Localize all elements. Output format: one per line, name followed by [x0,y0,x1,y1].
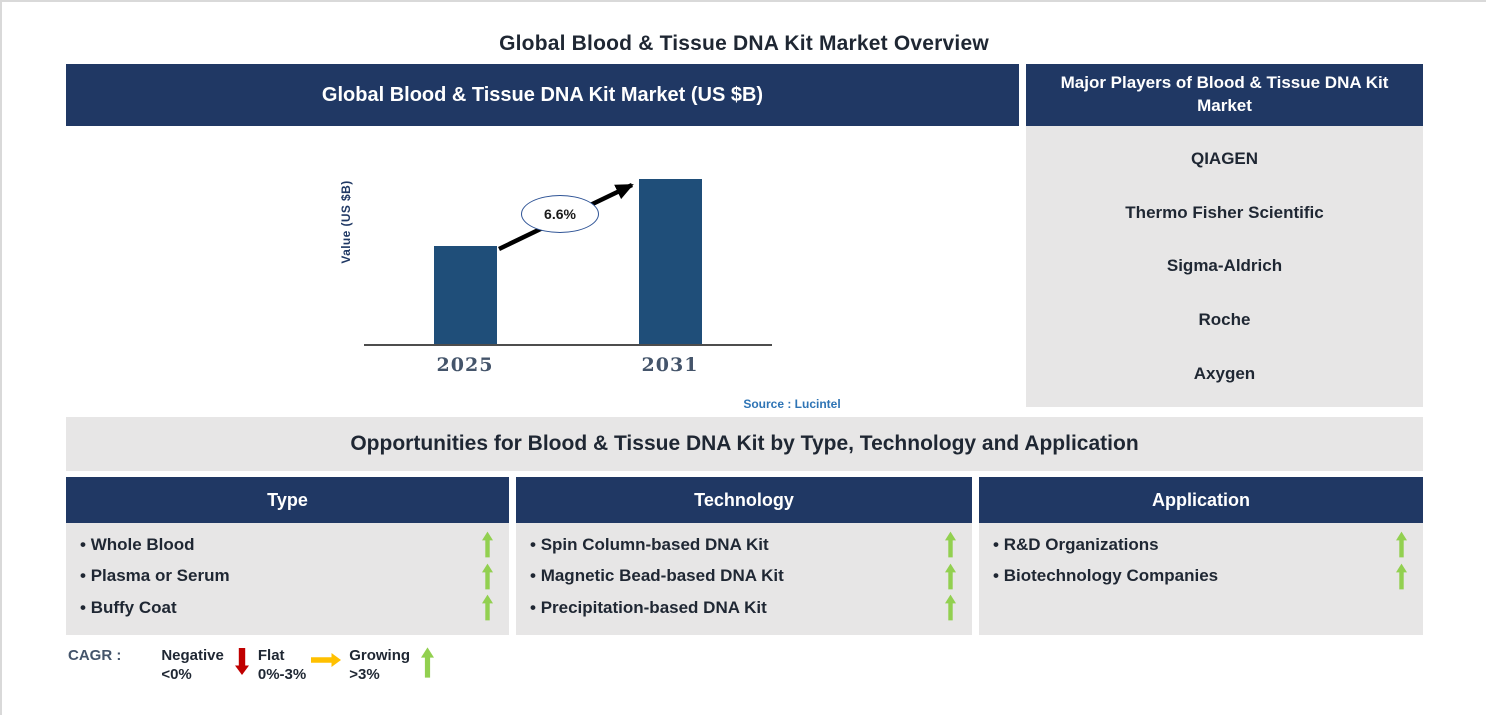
market-bar-chart: Value (US $B) 6.6% 2025 2031 Source : Lu… [66,126,1019,416]
item-label: Magnetic Bead-based DNA Kit [530,566,784,586]
player-name: Sigma-Aldrich [1166,256,1283,276]
column-type-header: Type [66,477,509,523]
growing-up-arrow-icon [482,531,493,558]
player-name: Roche [1198,310,1251,330]
player-name: QIAGEN [1190,148,1259,168]
major-players-header: Major Players of Blood & Tissue DNA Kit … [1026,64,1423,126]
growing-up-arrow-icon [421,647,435,678]
growing-up-arrow-icon [945,563,956,590]
legend-entry-range: <0% [161,666,192,683]
item-label: Whole Blood [80,535,195,555]
growth-arrow [498,182,634,252]
cagr-value: 6.6% [544,206,576,222]
page-title: Global Blood & Tissue DNA Kit Market Ove… [499,32,989,55]
growing-up-arrow-icon [482,594,493,621]
flat-right-arrow-icon [311,653,342,667]
bar-2031 [639,179,702,345]
cagr-legend: CAGR : Negative <0% Flat 0%-3% Growing >… [68,646,435,684]
market-chart-header: Global Blood & Tissue DNA Kit Market (US… [66,64,1019,126]
growing-up-arrow-icon [1396,563,1407,590]
list-item: Magnetic Bead-based DNA Kit [530,561,956,593]
list-item: Whole Blood [80,529,493,561]
x-axis [364,344,772,346]
item-label: Plasma or Serum [80,566,230,586]
major-players-panel: Major Players of Blood & Tissue DNA Kit … [1026,64,1423,407]
list-item: Buffy Coat [80,592,493,624]
legend-entry-flat: Flat 0%-3% [258,646,306,684]
legend-entry-name: Growing [349,647,411,664]
list-item: R&D Organizations [993,529,1407,561]
item-label: Buffy Coat [80,598,177,618]
item-label: Biotechnology Companies [993,566,1218,586]
column-type: Type Whole Blood Plasma or Serum Buffy C… [66,477,509,635]
column-technology-body: Spin Column-based DNA Kit Magnetic Bead-… [516,523,972,635]
column-type-body: Whole Blood Plasma or Serum Buffy Coat [66,523,509,635]
growing-up-arrow-icon [482,563,493,590]
major-players-header-text: Major Players of Blood & Tissue DNA Kit … [1060,73,1389,115]
growing-up-arrow-icon [945,531,956,558]
column-technology: Technology Spin Column-based DNA Kit Mag… [516,477,972,635]
list-item: Biotechnology Companies [993,561,1407,593]
player-name: Thermo Fisher Scientific [1125,202,1324,222]
item-label: Precipitation-based DNA Kit [530,598,767,618]
column-technology-header: Technology [516,477,972,523]
opportunities-header: Opportunities for Blood & Tissue DNA Kit… [66,417,1423,471]
legend-entry-negative: Negative <0% [161,646,224,684]
x-tick-2031: 2031 [641,354,699,376]
player-name: Axygen [1193,364,1256,384]
item-label: Spin Column-based DNA Kit [530,535,769,555]
growing-up-arrow-icon [945,594,956,621]
item-label: R&D Organizations [993,535,1159,555]
column-application-body: R&D Organizations Biotechnology Companie… [979,523,1423,635]
column-application: Application R&D Organizations Biotechnol… [979,477,1423,635]
cagr-bubble: 6.6% [521,195,599,233]
legend-entry-range: 0%-3% [257,666,307,683]
legend-entry-name: Negative [161,647,224,664]
legend-entry-range: >3% [349,666,380,683]
growing-up-arrow-icon [1396,531,1407,558]
source-credit: Source : Lucintel [743,397,841,411]
x-tick-2025: 2025 [436,354,494,376]
legend-entry-growing: Growing >3% [349,646,410,684]
list-item: Plasma or Serum [80,561,493,593]
negative-down-arrow-icon [234,648,249,675]
major-players-list: QIAGEN Thermo Fisher Scientific Sigma-Al… [1026,126,1423,407]
legend-entry-name: Flat [257,647,285,664]
bar-2025 [434,246,497,345]
cagr-legend-label: CAGR : [68,647,122,664]
list-item: Precipitation-based DNA Kit [530,592,956,624]
list-item: Spin Column-based DNA Kit [530,529,956,561]
column-application-header: Application [979,477,1423,523]
